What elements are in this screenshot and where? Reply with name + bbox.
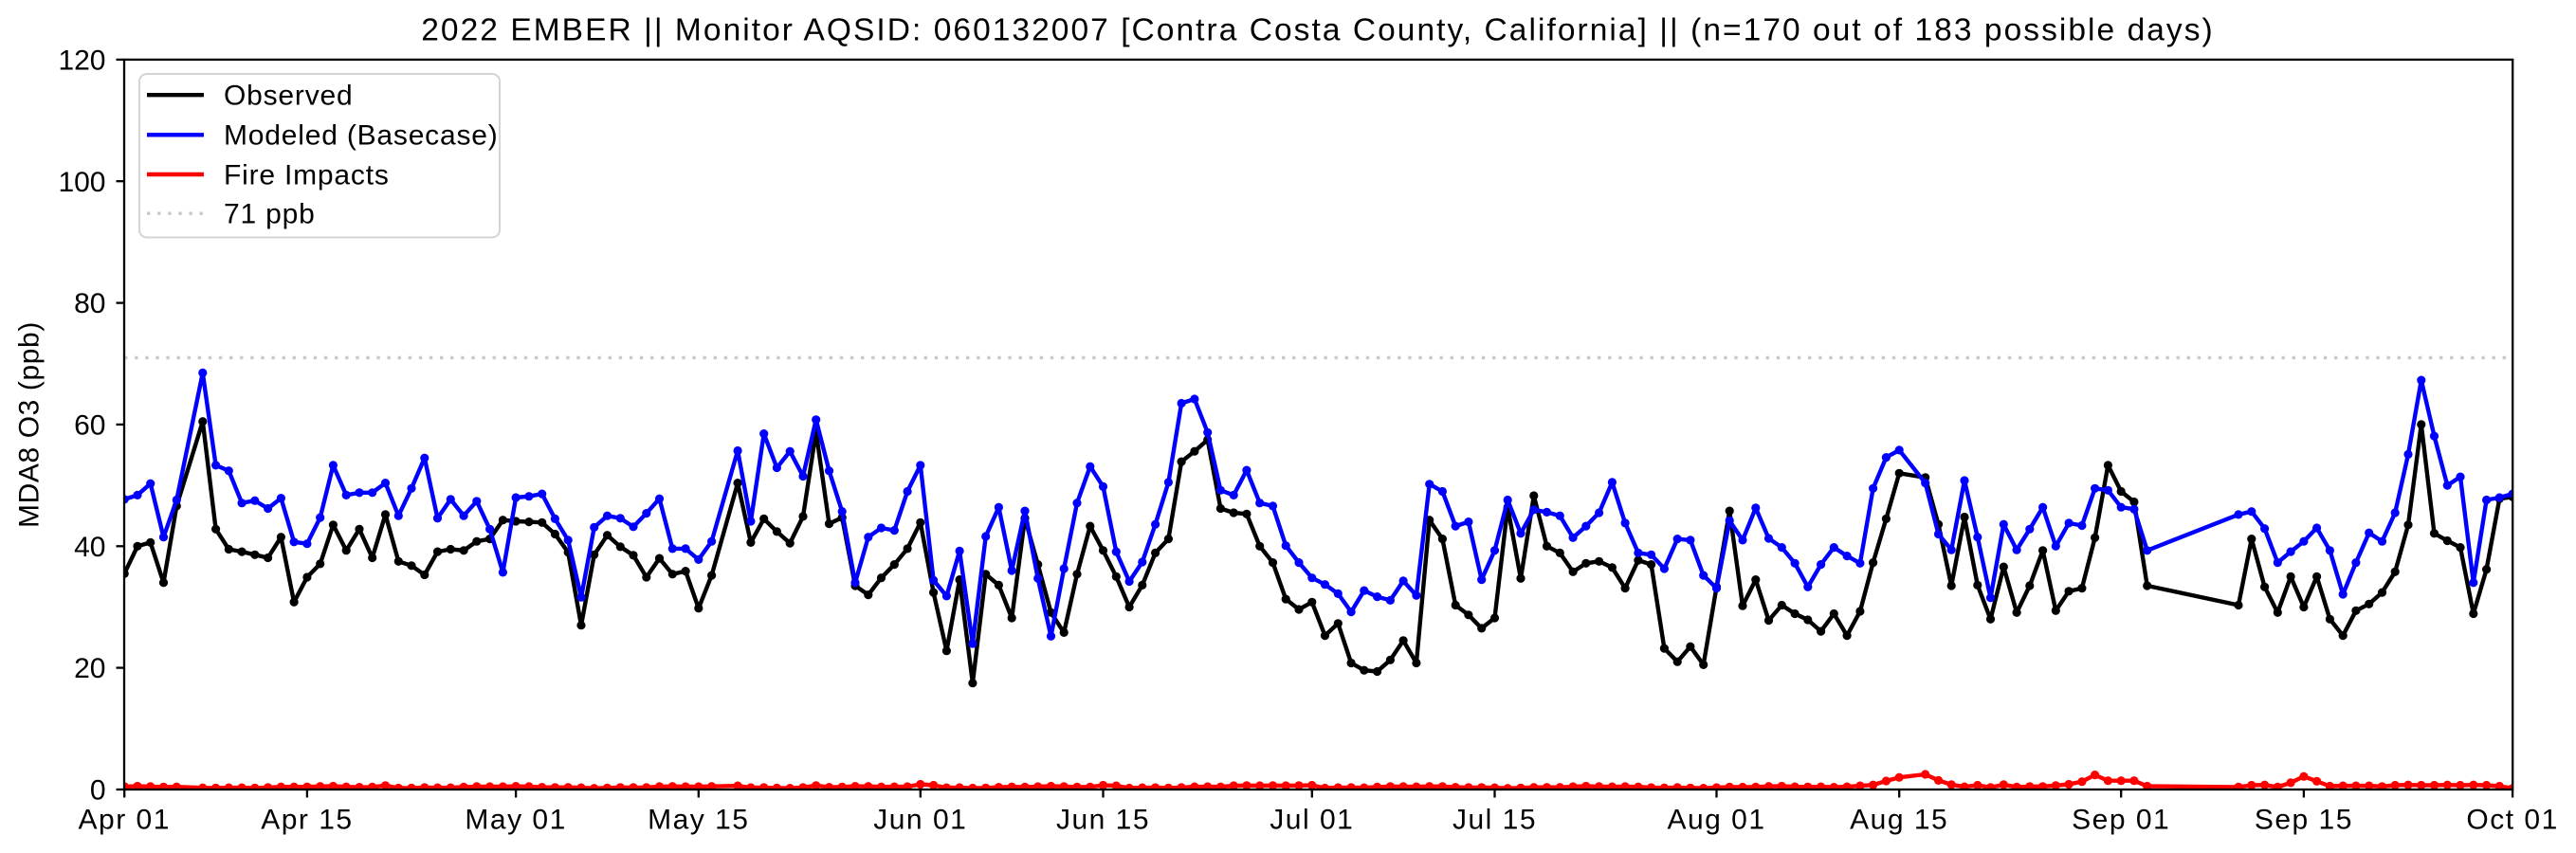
svg-text:Aug 15: Aug 15 — [1850, 805, 1948, 836]
svg-text:40: 40 — [74, 532, 105, 563]
svg-text:100: 100 — [58, 167, 105, 198]
svg-text:2022 EMBER || Monitor AQSID: 0: 2022 EMBER || Monitor AQSID: 060132007 [… — [421, 13, 2215, 48]
svg-text:0: 0 — [90, 775, 106, 807]
svg-text:Oct 01: Oct 01 — [2466, 805, 2558, 836]
svg-text:Sep 15: Sep 15 — [2255, 805, 2353, 836]
svg-text:May 01: May 01 — [465, 805, 566, 836]
svg-text:71 ppb: 71 ppb — [224, 199, 316, 230]
svg-text:60: 60 — [74, 409, 105, 441]
svg-text:Observed: Observed — [224, 81, 353, 112]
svg-text:120: 120 — [58, 45, 105, 76]
svg-text:May 15: May 15 — [648, 805, 749, 836]
svg-text:Apr 15: Apr 15 — [261, 805, 353, 836]
svg-text:Aug 01: Aug 01 — [1667, 805, 1765, 836]
svg-text:20: 20 — [74, 653, 105, 684]
svg-text:Apr 01: Apr 01 — [79, 805, 171, 836]
svg-text:MDA8 O3 (ppb): MDA8 O3 (ppb) — [14, 321, 46, 528]
svg-text:Jul 01: Jul 01 — [1270, 805, 1354, 836]
svg-text:Modeled (Basecase): Modeled (Basecase) — [224, 120, 499, 152]
svg-text:Fire Impacts: Fire Impacts — [224, 159, 390, 191]
svg-text:Jul 15: Jul 15 — [1452, 805, 1537, 836]
svg-text:Jun 15: Jun 15 — [1056, 805, 1150, 836]
svg-text:Sep 01: Sep 01 — [2072, 805, 2170, 836]
svg-text:80: 80 — [74, 288, 105, 319]
svg-text:Jun 01: Jun 01 — [873, 805, 967, 836]
